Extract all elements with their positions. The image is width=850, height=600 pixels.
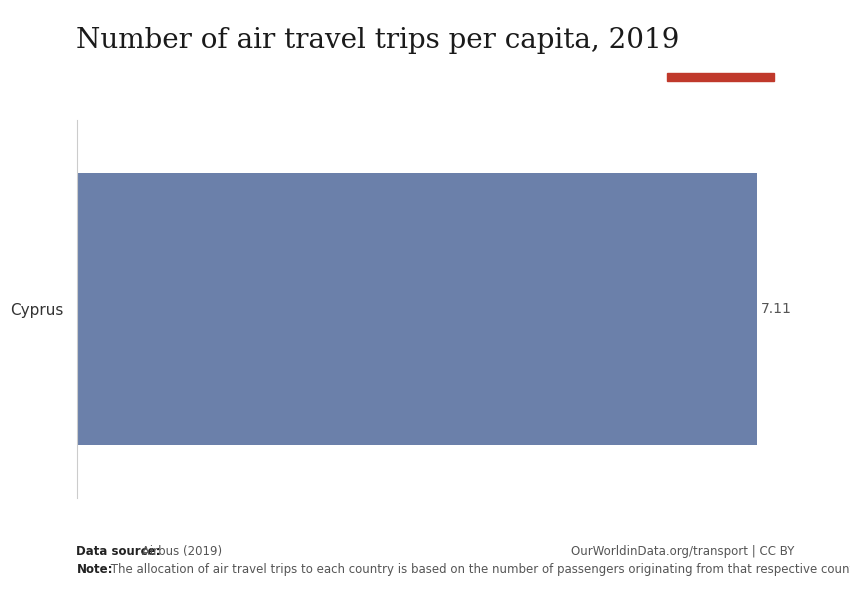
Text: Our World: Our World <box>690 34 750 44</box>
Text: in Data: in Data <box>699 52 741 62</box>
Text: Number of air travel trips per capita, 2019: Number of air travel trips per capita, 2… <box>76 27 680 54</box>
Text: Note:: Note: <box>76 563 113 576</box>
Bar <box>667 73 774 81</box>
Bar <box>76 173 757 445</box>
Text: OurWorldinData.org/transport | CC BY: OurWorldinData.org/transport | CC BY <box>571 545 795 558</box>
Text: Data source:: Data source: <box>76 545 161 558</box>
Text: The allocation of air travel trips to each country is based on the number of pas: The allocation of air travel trips to ea… <box>107 563 850 576</box>
Text: 7.11: 7.11 <box>762 302 792 316</box>
Text: Airbus (2019): Airbus (2019) <box>138 545 222 558</box>
